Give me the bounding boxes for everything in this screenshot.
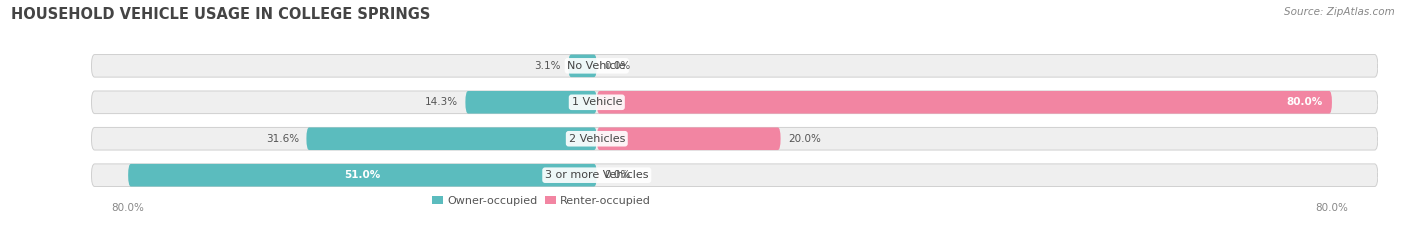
FancyBboxPatch shape: [91, 164, 1378, 186]
Text: 1 Vehicle: 1 Vehicle: [572, 97, 621, 107]
Text: 51.0%: 51.0%: [344, 170, 381, 180]
Text: 0.0%: 0.0%: [605, 61, 630, 71]
FancyBboxPatch shape: [596, 91, 1331, 113]
Text: 0.0%: 0.0%: [605, 170, 630, 180]
Text: 3 or more Vehicles: 3 or more Vehicles: [546, 170, 648, 180]
FancyBboxPatch shape: [568, 55, 596, 77]
FancyBboxPatch shape: [596, 128, 780, 150]
Text: 20.0%: 20.0%: [787, 134, 821, 144]
FancyBboxPatch shape: [91, 128, 1378, 150]
Text: 80.0%: 80.0%: [1286, 97, 1323, 107]
FancyBboxPatch shape: [91, 91, 1378, 113]
FancyBboxPatch shape: [91, 55, 1378, 77]
Text: No Vehicle: No Vehicle: [568, 61, 626, 71]
Text: HOUSEHOLD VEHICLE USAGE IN COLLEGE SPRINGS: HOUSEHOLD VEHICLE USAGE IN COLLEGE SPRIN…: [11, 7, 430, 22]
FancyBboxPatch shape: [307, 128, 596, 150]
Text: Source: ZipAtlas.com: Source: ZipAtlas.com: [1284, 7, 1395, 17]
FancyBboxPatch shape: [465, 91, 596, 113]
Text: 31.6%: 31.6%: [266, 134, 299, 144]
FancyBboxPatch shape: [128, 164, 596, 186]
Text: 2 Vehicles: 2 Vehicles: [568, 134, 626, 144]
Text: 3.1%: 3.1%: [534, 61, 561, 71]
Text: 14.3%: 14.3%: [425, 97, 458, 107]
Legend: Owner-occupied, Renter-occupied: Owner-occupied, Renter-occupied: [432, 196, 651, 206]
